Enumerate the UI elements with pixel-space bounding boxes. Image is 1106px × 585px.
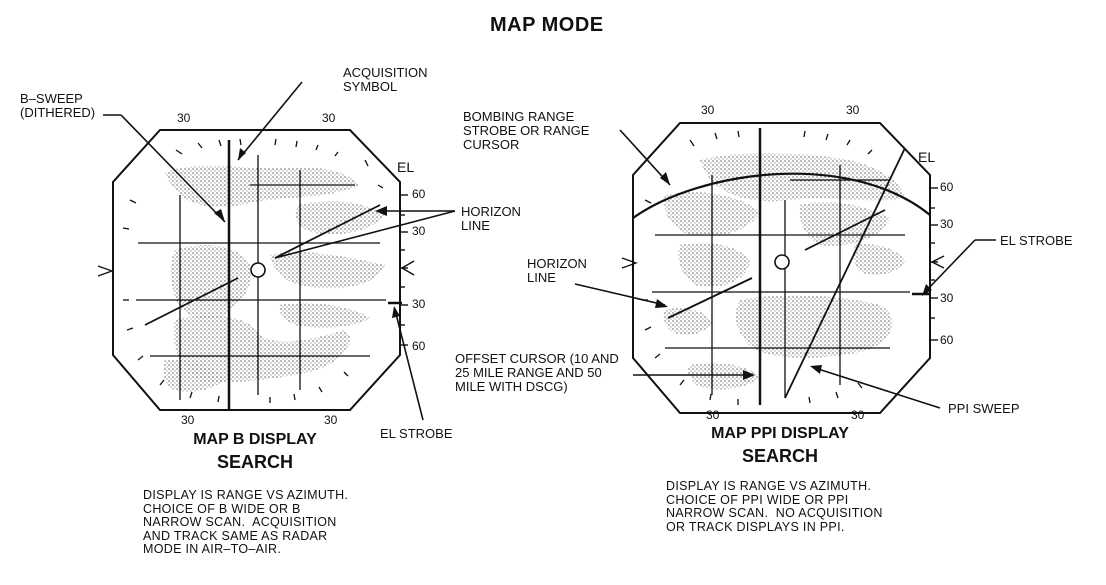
map-b-el-label: EL <box>397 159 415 175</box>
map-b-caption-subtitle: SEARCH <box>216 452 293 472</box>
map-b-el-tick-30-bottom: 30 <box>412 297 426 311</box>
map-ppi-horizon-line-upper <box>804 209 886 251</box>
map-ppi-bottom-tick-right: 30 <box>851 408 865 422</box>
map-b-horizon-line <box>144 277 239 326</box>
label-map-b-el-strobe: EL STROBE <box>380 426 453 441</box>
map-b-leaders <box>103 81 456 421</box>
map-b-el-tick-60-bottom: 60 <box>412 339 426 353</box>
map-ppi-bombing-range-strobe <box>632 172 931 219</box>
map-ppi-grid <box>652 165 910 398</box>
map-ppi-el-tick-60-bottom: 60 <box>940 333 954 347</box>
map-ppi-bottom-tick-left: 30 <box>706 408 720 422</box>
map-b-el-tick-30-top: 30 <box>412 224 426 238</box>
map-b-horizon-line-upper <box>274 204 381 259</box>
map-ppi-el-tick-30-top: 30 <box>940 217 954 231</box>
map-b-bottom-tick-left: 30 <box>181 413 195 427</box>
map-b-acquisition-symbol <box>250 262 266 278</box>
label-map-ppi-el-strobe: EL STROBE <box>1000 233 1073 248</box>
label-ppi-sweep: PPI SWEEP <box>948 401 1020 416</box>
label-bombing-range-strobe: BOMBING RANGE STROBE OR RANGE CURSOR <box>463 109 590 152</box>
map-ppi-caption-title: MAP PPI DISPLAY <box>711 425 849 442</box>
map-ppi-leaders <box>574 129 996 409</box>
map-ppi-el-tick-30-bottom: 30 <box>940 291 954 305</box>
label-map-ppi-horizon-line: HORIZON LINE <box>527 256 587 285</box>
map-ppi-el-label: EL <box>918 149 936 165</box>
map-ppi-arrowheads <box>655 172 932 380</box>
map-b-top-tick-left: 30 <box>177 111 191 125</box>
map-b-description: DISPLAY IS RANGE VS AZIMUTH. CHOICE OF B… <box>143 488 349 556</box>
map-ppi-scale-marks <box>621 130 873 405</box>
map-b-top-tick-right: 30 <box>322 111 336 125</box>
map-ppi-el-tick-60-top: 60 <box>940 180 954 194</box>
map-b-grid <box>136 155 386 400</box>
map-ppi-sweep-line <box>784 147 906 399</box>
label-acquisition-symbol: ACQUISITION SYMBOL <box>343 65 428 94</box>
map-b-el-scale <box>388 194 415 346</box>
map-ppi-horizon-line <box>667 277 753 319</box>
map-b-terrain-returns <box>163 165 385 392</box>
map-ppi-el-scale <box>912 187 945 341</box>
map-b-arrowheads <box>214 148 400 318</box>
map-ppi-top-tick-left: 30 <box>701 103 715 117</box>
map-b-caption-title: MAP B DISPLAY <box>193 431 317 448</box>
map-b-display-frame <box>112 129 401 411</box>
map-ppi-caption-subtitle: SEARCH <box>741 446 818 466</box>
map-ppi-display-frame <box>632 122 931 414</box>
map-b-el-tick-60-top: 60 <box>412 187 426 201</box>
map-ppi-terrain-returns <box>663 153 905 390</box>
label-offset-cursor: OFFSET CURSOR (10 AND 25 MILE RANGE AND … <box>455 351 619 394</box>
map-b-bottom-tick-right: 30 <box>324 413 338 427</box>
label-b-sweep: B–SWEEP (DITHERED) <box>20 91 96 120</box>
page-title: MAP MODE <box>490 14 604 36</box>
label-map-b-horizon-line: HORIZON LINE <box>461 204 521 233</box>
map-ppi-description: DISPLAY IS RANGE VS AZIMUTH. CHOICE OF P… <box>666 479 883 534</box>
map-ppi-top-tick-right: 30 <box>846 103 860 117</box>
map-b-scale-marks <box>97 138 384 403</box>
map-ppi-center-symbol <box>774 254 790 270</box>
map-b-display <box>97 81 456 421</box>
map-ppi-display <box>574 122 996 414</box>
